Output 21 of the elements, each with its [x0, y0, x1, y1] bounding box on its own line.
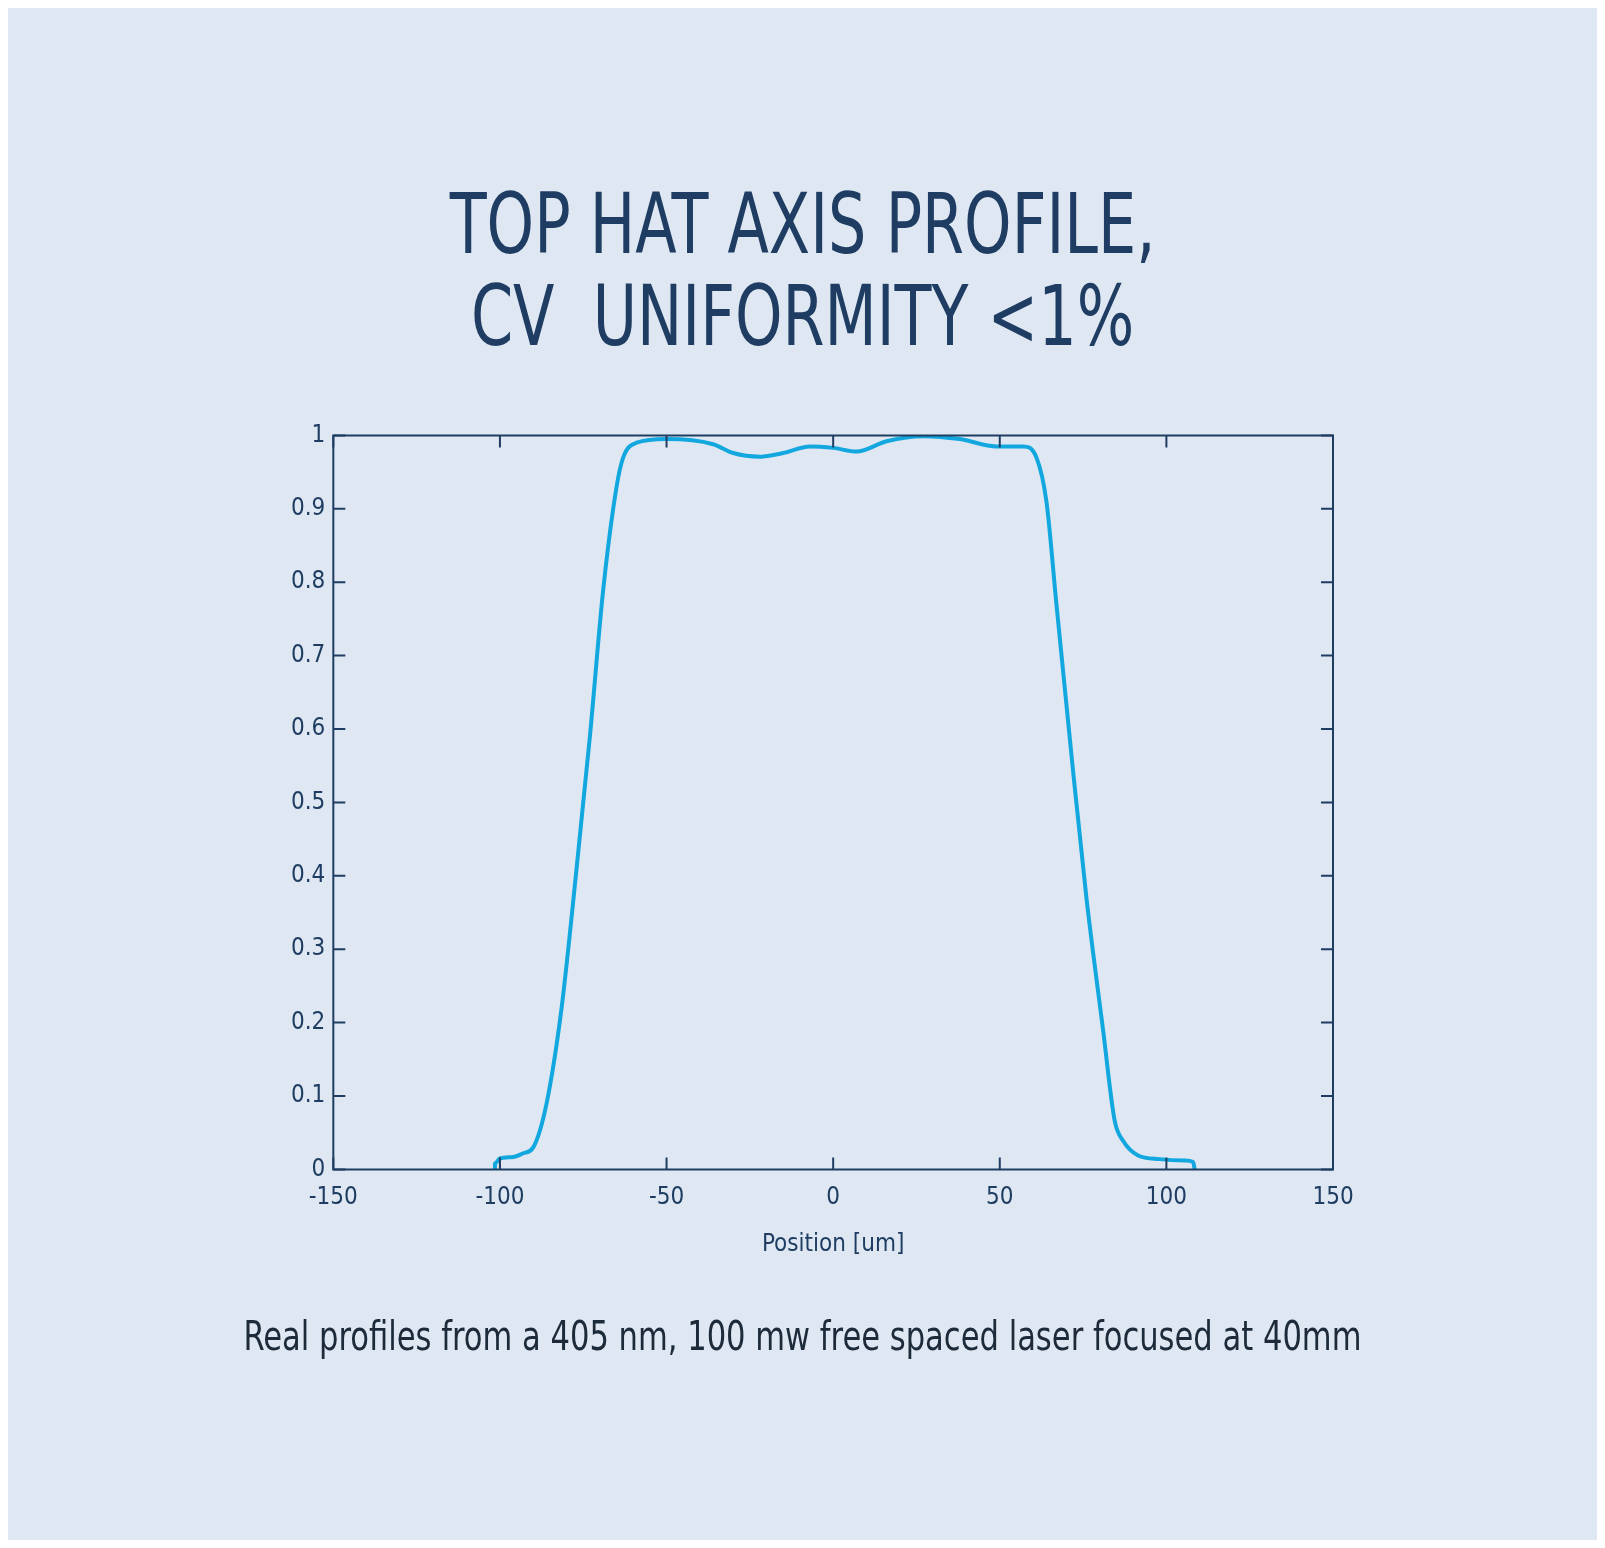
- x-tick-label: 50: [986, 1182, 1014, 1211]
- y-tick-label: 0.8: [291, 566, 326, 595]
- x-tick-label: 0: [826, 1182, 841, 1211]
- y-tick-label: 0.2: [291, 1006, 326, 1035]
- y-tick-label: 0.7: [291, 639, 326, 668]
- x-tick-label: -100: [475, 1182, 525, 1211]
- chart-title: TOP HAT AXIS PROFILE, CV UNIFORMITY <1%: [448, 175, 1157, 365]
- y-tick-label: 0.6: [291, 713, 326, 742]
- x-tick-label: 150: [1312, 1182, 1354, 1211]
- y-tick-label: 0: [311, 1153, 326, 1182]
- x-tick-label: -150: [308, 1182, 358, 1211]
- text: Real profiles from a 405 nm, 100 mw free spaced laser focused at 40mm: [242, 1313, 1363, 1359]
- x-axis-title: Position [um]: [761, 1228, 905, 1257]
- y-tick-label: 0.9: [291, 493, 326, 522]
- x-tick-label: 100: [1145, 1182, 1187, 1211]
- y-tick-label: 0.5: [291, 786, 326, 815]
- y-tick-label: 0.1: [291, 1080, 326, 1109]
- y-tick-label: 0.3: [291, 933, 326, 962]
- y-tick-label: 0.4: [291, 860, 326, 889]
- x-tick-label: -50: [648, 1182, 685, 1211]
- y-tick-label: 1: [311, 419, 326, 448]
